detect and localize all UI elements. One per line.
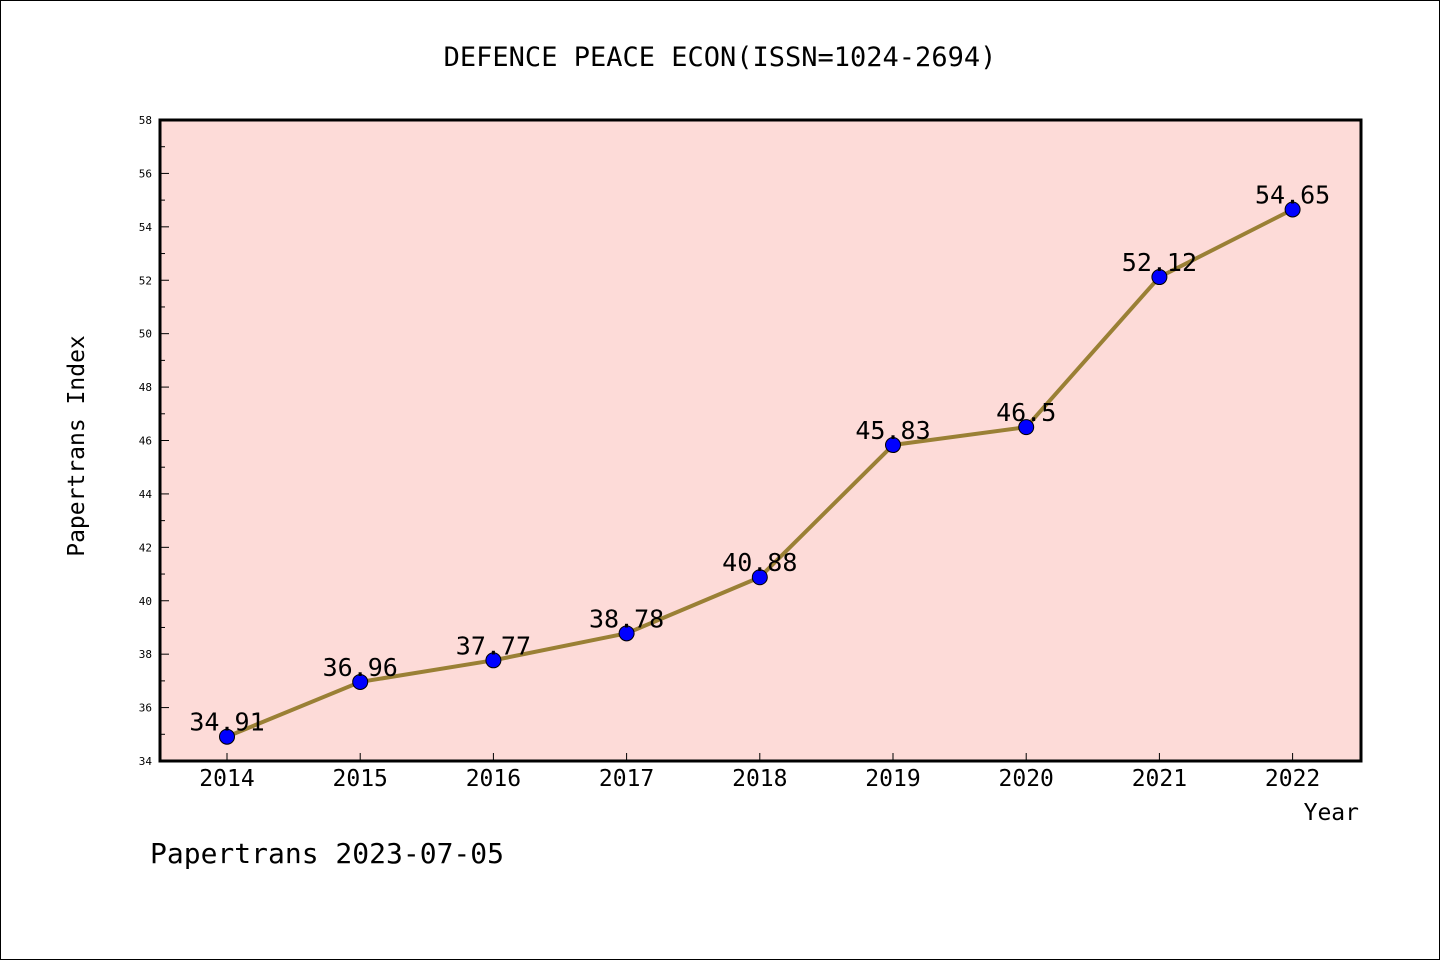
x-tick-label: 2022 bbox=[1265, 766, 1320, 792]
y-tick-label: 34 bbox=[139, 755, 153, 768]
y-tick-label: 50 bbox=[139, 328, 152, 341]
x-axis-label: Year bbox=[1304, 800, 1359, 826]
x-tick-label: 2017 bbox=[599, 766, 654, 792]
plot-area bbox=[160, 120, 1361, 761]
x-tick-label: 2015 bbox=[333, 766, 388, 792]
y-tick-label: 54 bbox=[139, 221, 153, 234]
y-tick-label: 38 bbox=[139, 648, 152, 661]
data-label: 52.12 bbox=[1122, 248, 1197, 277]
x-axis: 2014 2015 2016 2017 2018 2019 2020 2021 2022 bbox=[199, 753, 1320, 792]
data-point bbox=[485, 652, 502, 669]
y-axis-label: Papertrans Index bbox=[64, 335, 90, 557]
x-tick-label: 2018 bbox=[732, 766, 787, 792]
y-tick-label: 52 bbox=[139, 274, 152, 287]
data-label: 54.65 bbox=[1255, 180, 1330, 209]
data-label: 40.88 bbox=[722, 548, 797, 577]
y-tick-label: 46 bbox=[139, 435, 152, 448]
data-point bbox=[352, 673, 369, 690]
y-tick-label: 42 bbox=[139, 541, 152, 554]
x-tick-label: 2020 bbox=[999, 766, 1054, 792]
series bbox=[219, 201, 1301, 745]
data-label: 38.78 bbox=[589, 604, 664, 633]
data-point bbox=[1018, 419, 1035, 436]
y-tick-label: 56 bbox=[139, 167, 152, 180]
y-tick-label: 58 bbox=[139, 114, 152, 127]
y-tick-label: 40 bbox=[139, 595, 152, 608]
data-point bbox=[751, 569, 768, 586]
data-point bbox=[885, 437, 901, 454]
data-label: 45.83 bbox=[855, 416, 930, 445]
x-tick-label: 2021 bbox=[1132, 766, 1187, 792]
data-label: 36.96 bbox=[323, 653, 398, 682]
data-label: 37.77 bbox=[456, 631, 531, 660]
data-labels: 34.91 36.96 37.77 38.78 40.88 45.83 46.5 52.12 5… bbox=[189, 180, 1330, 736]
data-point bbox=[1284, 201, 1301, 218]
data-label: 34.91 bbox=[189, 708, 264, 737]
y-axis: 34 36 38 40 42 44 46 48 50 52 54 56 58 bbox=[139, 114, 169, 768]
data-point bbox=[1151, 269, 1168, 286]
x-tick-label: 2016 bbox=[466, 766, 521, 792]
data-point bbox=[219, 728, 235, 745]
x-tick-label: 2019 bbox=[865, 766, 920, 792]
data-point bbox=[618, 625, 635, 642]
y-tick-label: 48 bbox=[139, 381, 152, 394]
y-tick-label: 44 bbox=[139, 488, 153, 501]
footer-watermark: Papertrans 2023-07-05 bbox=[150, 837, 504, 870]
x-tick-label: 2014 bbox=[199, 766, 254, 792]
chart-title: DEFENCE PEACE ECON(ISSN=1024-2694) bbox=[444, 42, 997, 73]
plot-border bbox=[158, 118, 1363, 763]
y-tick-label: 36 bbox=[139, 702, 152, 715]
data-label: 46.5 bbox=[996, 398, 1056, 427]
